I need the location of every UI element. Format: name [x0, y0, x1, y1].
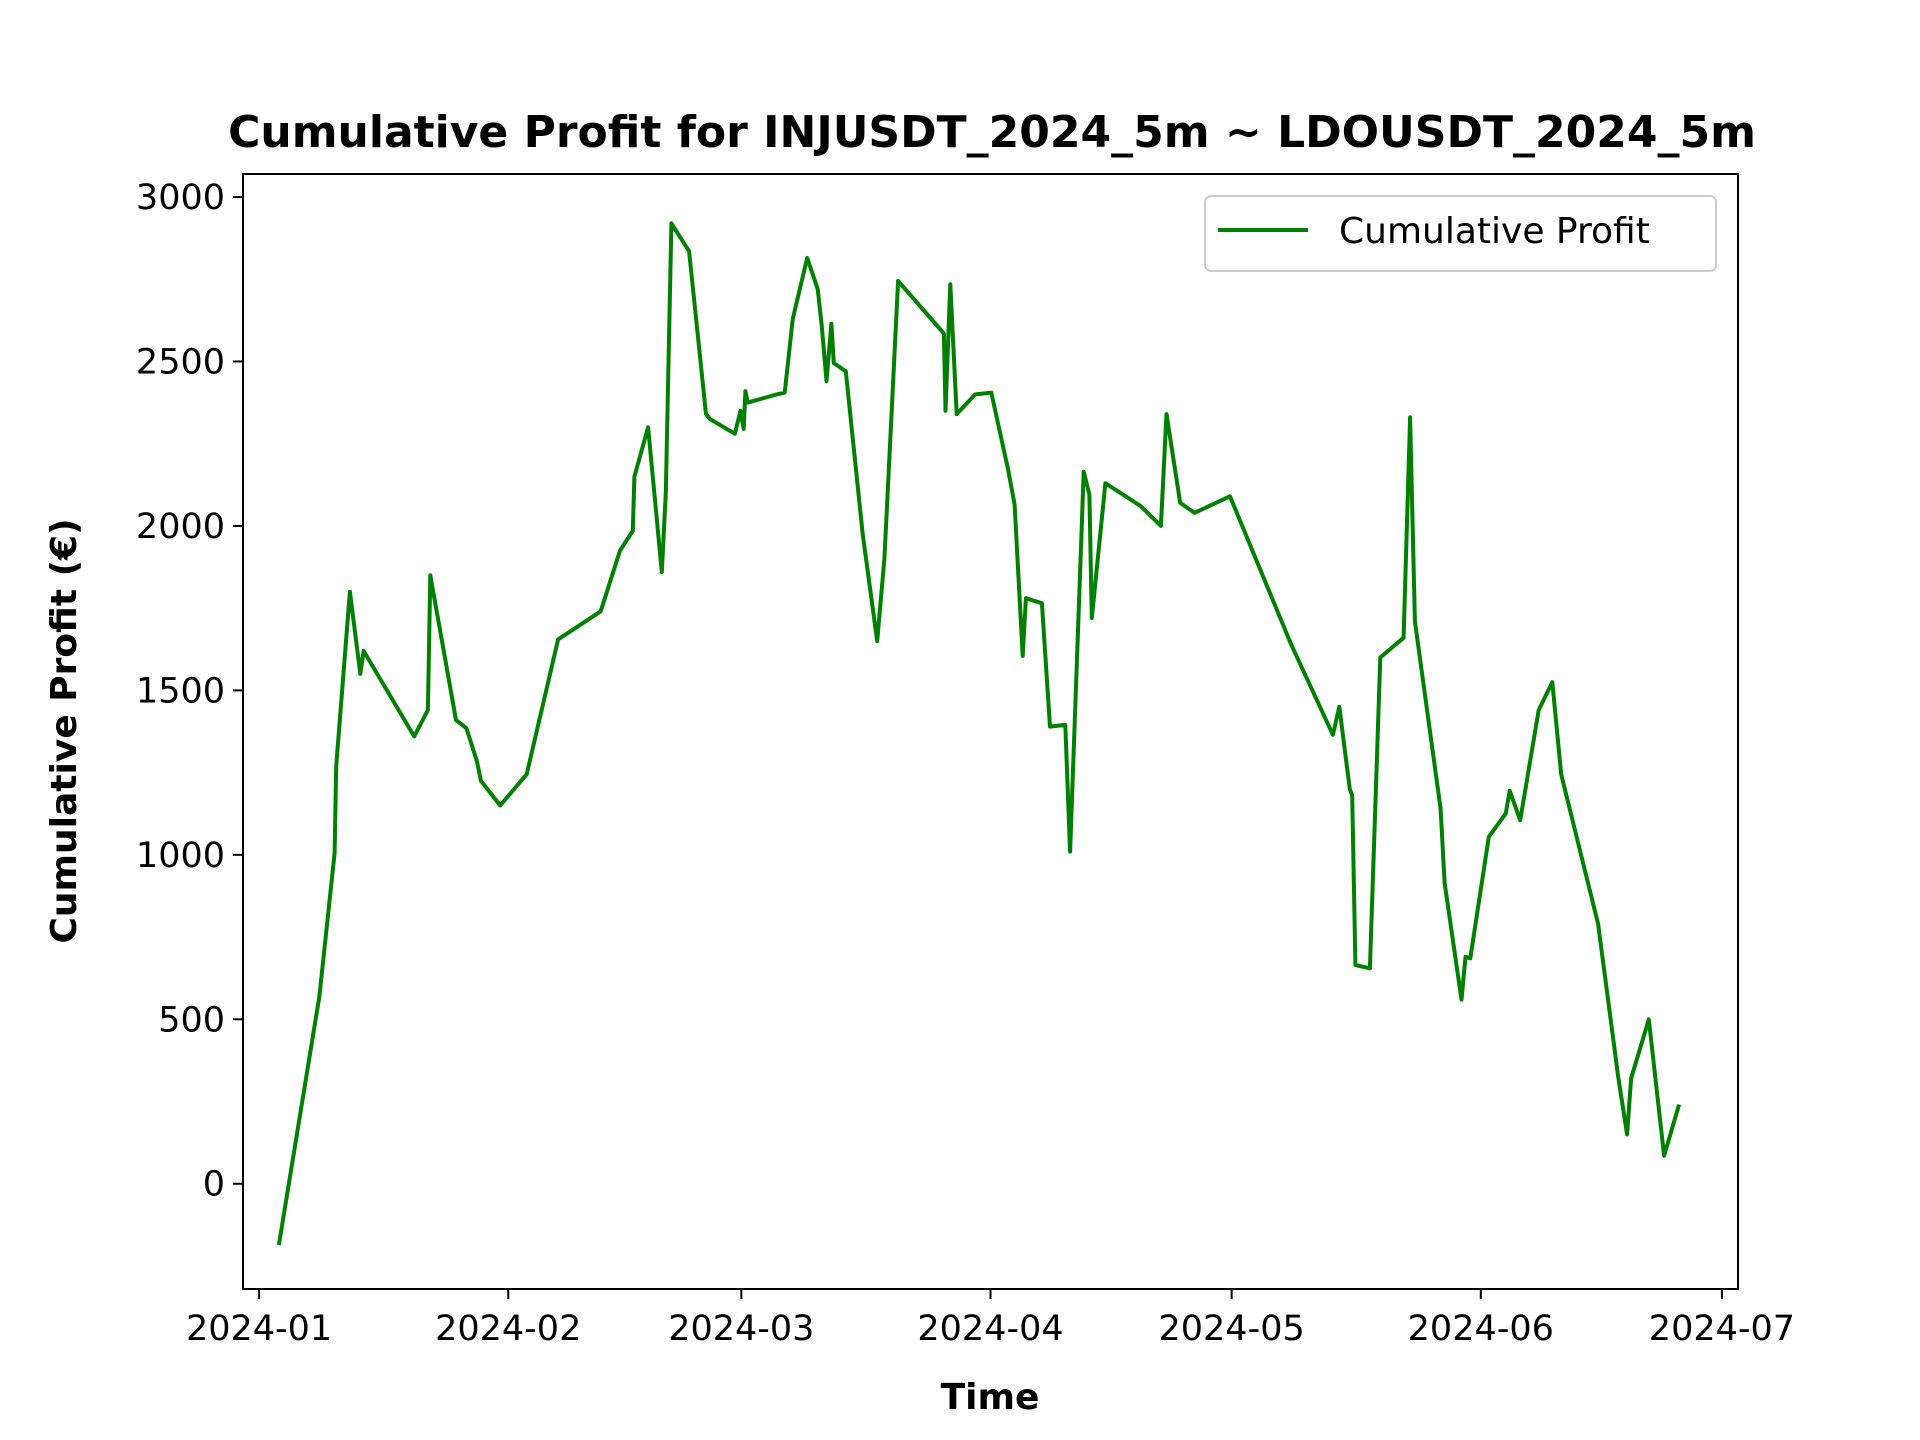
y-tick-label: 0	[203, 1165, 225, 1205]
plot-frame	[242, 173, 1739, 1290]
x-tick-label: 2024-05	[1159, 1309, 1305, 1349]
x-tick-label: 2024-04	[917, 1309, 1063, 1349]
y-tick-label: 1500	[136, 671, 225, 711]
y-tick-label: 2000	[136, 507, 225, 547]
x-tick-label: 2024-03	[668, 1309, 814, 1349]
x-axis-label: Time	[941, 1377, 1040, 1418]
x-tick-label: 2024-07	[1649, 1309, 1795, 1349]
y-tick-label: 3000	[136, 178, 225, 218]
y-tick-label: 500	[158, 1000, 225, 1040]
x-tick-label: 2024-01	[186, 1309, 332, 1349]
legend: Cumulative Profit	[1204, 195, 1717, 272]
chart-title: Cumulative Profit for INJUSDT_2024_5m ~ …	[228, 107, 1756, 158]
legend-box	[1204, 195, 1717, 272]
plot-area	[276, 221, 1681, 1246]
y-axis-label: Cumulative Profit (€)	[44, 518, 85, 943]
y-tick-label: 2500	[136, 342, 225, 382]
x-tick-label: 2024-02	[435, 1309, 581, 1349]
series-line-cumulative-profit	[276, 221, 1681, 1246]
axis-ticks: 0 500 1000 1500 2000 2500 3000 2024-01 2024-02 20…	[136, 178, 1795, 1349]
y-tick-label: 1000	[136, 836, 225, 876]
x-tick-label: 2024-06	[1408, 1309, 1554, 1349]
legend-entry-cumulative-profit: Cumulative Profit	[1339, 211, 1650, 252]
